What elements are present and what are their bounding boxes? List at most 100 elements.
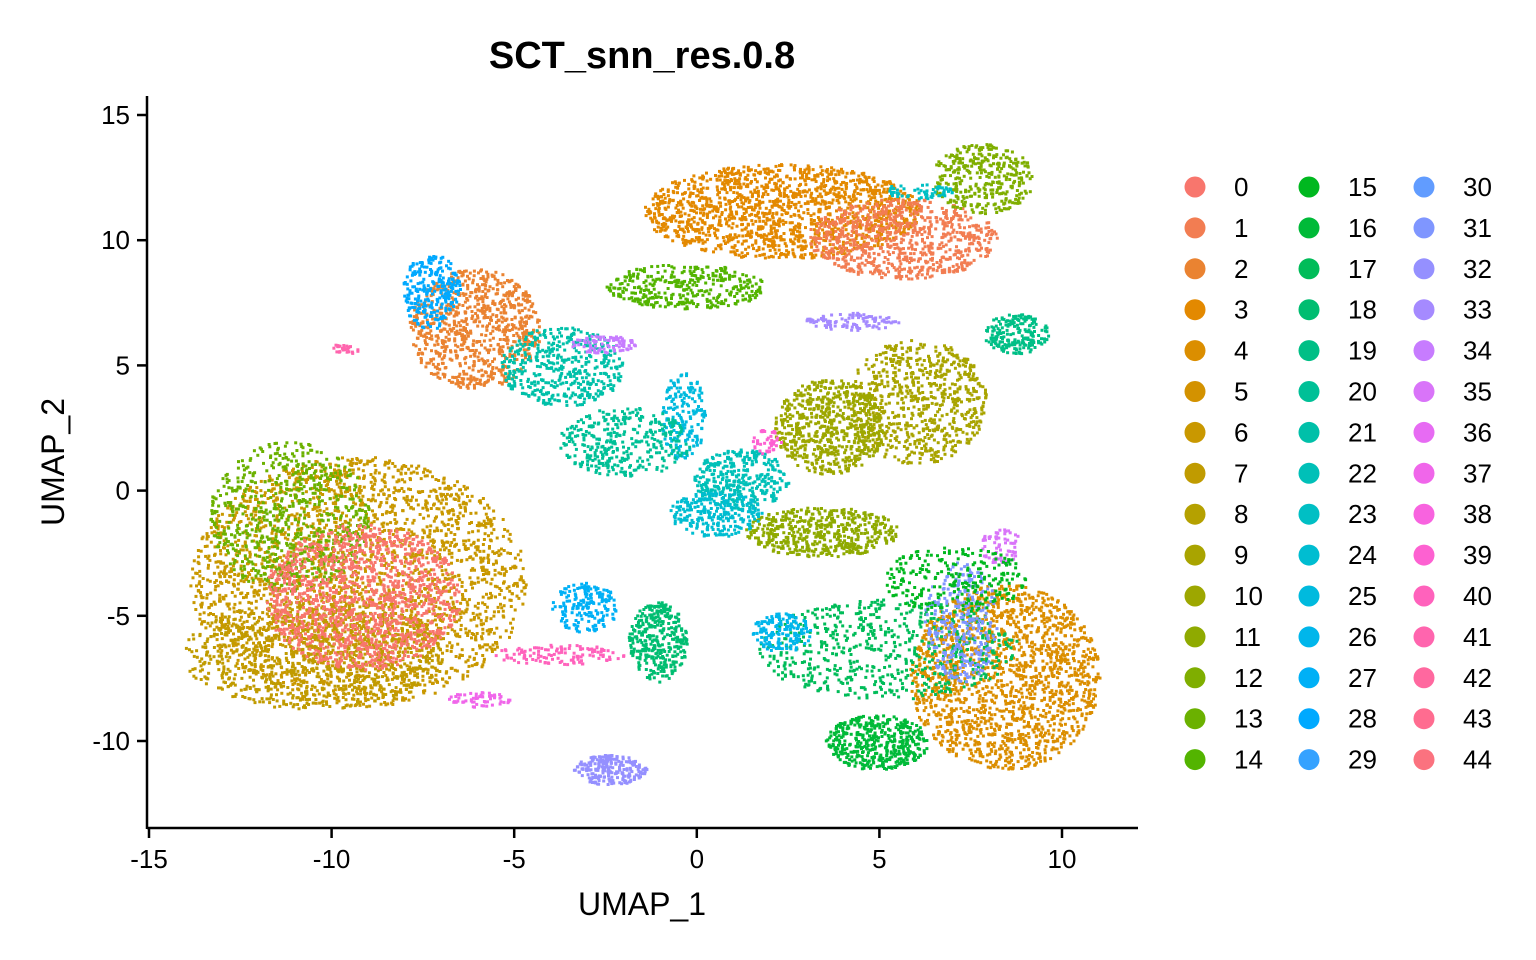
point <box>391 605 395 609</box>
point <box>268 476 272 480</box>
point <box>348 704 352 708</box>
point <box>346 474 350 478</box>
point <box>272 499 276 503</box>
point <box>366 498 370 502</box>
point <box>371 497 375 501</box>
point <box>407 467 411 471</box>
point <box>418 664 422 668</box>
point <box>254 672 258 676</box>
point <box>482 622 485 626</box>
point <box>340 492 344 496</box>
point <box>448 641 452 645</box>
point <box>437 479 441 482</box>
point <box>315 532 319 536</box>
point <box>375 602 379 606</box>
point <box>274 532 278 536</box>
point <box>376 669 380 673</box>
point <box>207 661 211 665</box>
point <box>517 596 521 600</box>
point <box>435 496 439 500</box>
point <box>442 543 445 547</box>
point <box>320 474 324 478</box>
point <box>215 517 219 521</box>
point <box>464 487 468 491</box>
point <box>479 560 483 564</box>
point <box>348 655 352 659</box>
point <box>515 594 519 598</box>
point <box>381 634 385 638</box>
point <box>425 556 429 560</box>
point <box>220 657 224 661</box>
point <box>311 619 315 623</box>
point <box>219 549 222 552</box>
point <box>280 675 284 679</box>
point <box>319 488 323 491</box>
point <box>260 646 263 650</box>
point <box>297 527 301 531</box>
point <box>462 543 466 546</box>
point <box>383 485 387 489</box>
point <box>256 571 260 575</box>
point <box>250 539 254 543</box>
point <box>513 564 517 568</box>
point <box>393 690 397 693</box>
point <box>434 558 438 562</box>
point <box>199 591 202 595</box>
point <box>459 559 463 563</box>
point <box>262 628 265 631</box>
point <box>200 657 204 661</box>
point <box>333 696 337 700</box>
point <box>229 629 232 633</box>
point <box>373 677 377 681</box>
point <box>429 524 433 528</box>
point <box>222 526 226 530</box>
point <box>264 508 268 512</box>
point <box>438 670 442 673</box>
point <box>391 672 395 676</box>
point <box>500 565 504 569</box>
point <box>328 462 332 466</box>
point <box>448 509 452 513</box>
point <box>456 632 460 636</box>
point <box>486 503 490 507</box>
point <box>298 678 302 682</box>
point <box>222 670 225 674</box>
point <box>244 595 248 599</box>
point <box>355 600 359 604</box>
point <box>262 625 266 629</box>
point <box>332 642 336 646</box>
point <box>407 528 411 532</box>
point <box>231 644 235 648</box>
point <box>434 478 438 481</box>
point <box>395 676 399 680</box>
point <box>324 619 328 622</box>
point <box>300 543 304 547</box>
point <box>357 597 361 601</box>
point <box>379 556 383 560</box>
point <box>272 599 276 603</box>
point <box>475 548 479 552</box>
point <box>388 658 392 662</box>
point <box>241 531 245 535</box>
point <box>405 664 409 668</box>
point <box>200 622 204 626</box>
point <box>355 676 358 680</box>
point <box>358 503 362 507</box>
point <box>395 690 399 694</box>
point <box>398 637 401 641</box>
point <box>387 550 391 554</box>
point <box>198 659 202 663</box>
point <box>373 477 377 481</box>
point <box>229 575 233 579</box>
point <box>427 661 431 665</box>
point <box>240 633 244 637</box>
point <box>390 509 394 513</box>
point <box>426 623 429 627</box>
point <box>351 600 355 604</box>
point <box>336 620 340 624</box>
point <box>251 671 255 675</box>
point <box>495 645 499 649</box>
point <box>432 596 436 600</box>
point <box>270 545 274 549</box>
point <box>371 633 375 637</box>
